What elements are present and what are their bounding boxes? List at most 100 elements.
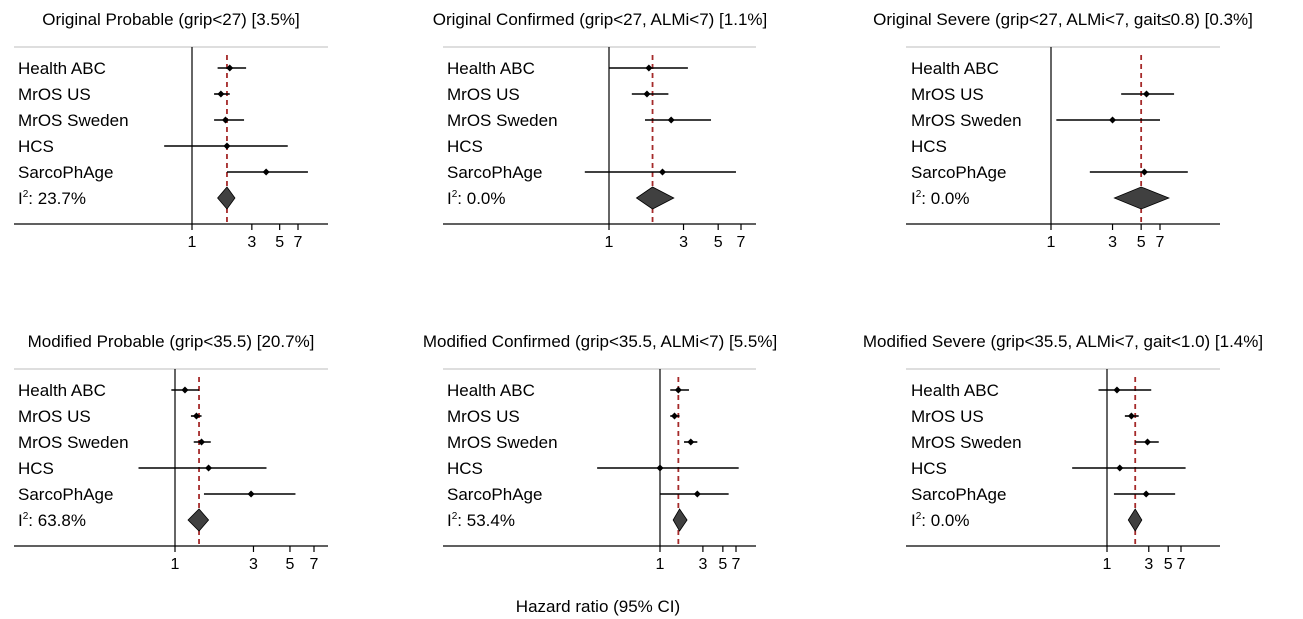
study-label: MrOS Sweden (447, 111, 558, 130)
heterogeneity-i2-label: I2: 0.0% (447, 189, 506, 208)
x-tick-label: 5 (1164, 556, 1173, 573)
study-label: SarcoPhAge (911, 163, 1006, 182)
study-point-estimate (1116, 464, 1124, 472)
x-tick-label: 7 (310, 556, 319, 573)
forest-panel-6: Modified Severe (grip<35.5, ALMi<7, gait… (863, 332, 1263, 573)
study-label: MrOS US (18, 85, 91, 104)
study-point-estimate (1109, 116, 1117, 124)
study-label: MrOS US (911, 85, 984, 104)
forest-panel-3: Original Severe (grip<27, ALMi<7, gait≤0… (873, 10, 1253, 251)
study-point-estimate (192, 412, 200, 420)
study-point-estimate (1140, 168, 1148, 176)
x-tick-label: 1 (171, 556, 180, 573)
study-point-estimate (656, 464, 664, 472)
study-point-estimate (645, 64, 653, 72)
x-tick-label: 3 (247, 234, 256, 251)
study-point-estimate (1142, 90, 1150, 98)
study-label: MrOS Sweden (18, 111, 129, 130)
x-tick-label: 3 (698, 556, 707, 573)
heterogeneity-i2-label: I2: 23.7% (18, 189, 86, 208)
study-label: MrOS Sweden (18, 433, 129, 452)
study-point-estimate (247, 490, 255, 498)
x-tick-label: 7 (1177, 556, 1186, 573)
study-label: HCS (18, 137, 54, 156)
x-tick-label: 5 (718, 556, 727, 573)
study-point-estimate (1142, 490, 1150, 498)
study-point-estimate (693, 490, 701, 498)
forest-panel-4: Modified Probable (grip<35.5) [20.7%] 1 3 5… (14, 332, 328, 573)
study-label: MrOS Sweden (447, 433, 558, 452)
x-tick-label: 7 (294, 234, 303, 251)
pooled-estimate-diamond (1127, 508, 1143, 532)
study-label: MrOS US (447, 407, 520, 426)
forest-panel-5: Modified Confirmed (grip<35.5, ALMi<7) [… (423, 332, 777, 573)
panel-title: Modified Probable (grip<35.5) [20.7%] (28, 332, 315, 351)
x-tick-label: 5 (275, 234, 284, 251)
study-point-estimate (674, 386, 682, 394)
study-label: HCS (18, 459, 54, 478)
study-label: MrOS Sweden (911, 111, 1022, 130)
study-point-estimate (667, 116, 675, 124)
panel-title: Original Confirmed (grip<27, ALMi<7) [1.… (433, 10, 768, 29)
study-point-estimate (198, 438, 206, 446)
study-point-estimate (181, 386, 189, 394)
study-point-estimate (223, 142, 231, 150)
x-tick-label: 7 (1156, 234, 1165, 251)
study-point-estimate (226, 64, 234, 72)
study-label: MrOS US (18, 407, 91, 426)
panel-title: Original Severe (grip<27, ALMi<7, gait≤0… (873, 10, 1253, 29)
x-tick-label: 1 (656, 556, 665, 573)
study-point-estimate (1143, 438, 1151, 446)
study-label: Health ABC (911, 381, 999, 400)
pooled-estimate-diamond (635, 186, 675, 210)
forest-panel-2: Original Confirmed (grip<27, ALMi<7) [1.… (433, 10, 768, 251)
x-tick-label: 1 (1047, 234, 1056, 251)
study-label: HCS (911, 137, 947, 156)
pooled-estimate-diamond (1113, 186, 1170, 210)
x-tick-label: 5 (286, 556, 295, 573)
study-label: Health ABC (911, 59, 999, 78)
x-tick-label: 1 (605, 234, 614, 251)
study-point-estimate (1127, 412, 1135, 420)
study-label: Health ABC (18, 381, 106, 400)
panel-title: Modified Confirmed (grip<35.5, ALMi<7) [… (423, 332, 777, 351)
heterogeneity-i2-label: I2: 63.8% (18, 511, 86, 530)
study-point-estimate (658, 168, 666, 176)
study-point-estimate (217, 90, 225, 98)
heterogeneity-i2-label: I2: 53.4% (447, 511, 515, 530)
study-label: Health ABC (447, 59, 535, 78)
x-tick-label: 7 (732, 556, 741, 573)
x-tick-label: 3 (679, 234, 688, 251)
x-tick-label: 3 (249, 556, 258, 573)
study-point-estimate (687, 438, 695, 446)
x-tick-label: 7 (737, 234, 746, 251)
heterogeneity-i2-label: I2: 0.0% (911, 189, 970, 208)
x-tick-label: 1 (188, 234, 197, 251)
study-label: Health ABC (447, 381, 535, 400)
study-point-estimate (1113, 386, 1121, 394)
study-label: Health ABC (18, 59, 106, 78)
study-label: MrOS Sweden (911, 433, 1022, 452)
heterogeneity-i2-label: I2: 0.0% (911, 511, 970, 530)
study-point-estimate (222, 116, 230, 124)
panel-title: Modified Severe (grip<35.5, ALMi<7, gait… (863, 332, 1263, 351)
study-label: MrOS US (911, 407, 984, 426)
x-tick-label: 5 (714, 234, 723, 251)
study-label: SarcoPhAge (18, 485, 113, 504)
x-axis-title: Hazard ratio (95% CI) (516, 597, 680, 616)
study-label: SarcoPhAge (447, 485, 542, 504)
pooled-estimate-diamond (187, 508, 210, 532)
study-label: SarcoPhAge (18, 163, 113, 182)
study-label: SarcoPhAge (911, 485, 1006, 504)
x-tick-label: 3 (1144, 556, 1153, 573)
x-tick-label: 1 (1103, 556, 1112, 573)
forest-panel-1: Original Probable (grip<27) [3.5%] 1 3 5 7 He… (14, 10, 328, 251)
panel-title: Original Probable (grip<27) [3.5%] (42, 10, 300, 29)
study-point-estimate (671, 412, 679, 420)
study-point-estimate (643, 90, 651, 98)
pooled-estimate-diamond (672, 508, 688, 532)
study-label: MrOS US (447, 85, 520, 104)
x-tick-label: 3 (1108, 234, 1117, 251)
study-point-estimate (262, 168, 270, 176)
